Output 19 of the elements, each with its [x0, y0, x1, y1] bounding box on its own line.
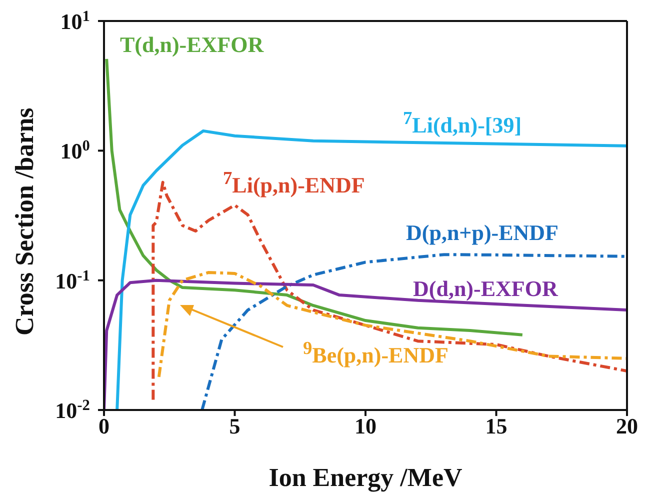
- x-tick-label: 15: [485, 414, 508, 439]
- series-label: $^{9}$Be(p,n)-ENDF: [303, 338, 448, 368]
- series-label: D(p,n+p)-ENDF: [406, 220, 558, 246]
- series-label: D(d,n)-EXFOR: [413, 276, 558, 302]
- y-tick-label: 10$^{-1}$: [55, 266, 90, 294]
- x-tick-label: 0: [98, 414, 110, 439]
- series-label: $^{7}$Li(p,n)-ENDF: [223, 168, 365, 198]
- y-axis-title: Cross Section /barns: [10, 108, 40, 336]
- y-tick-label: 10$^{1}$: [60, 8, 90, 34]
- x-tick-label: 5: [229, 414, 240, 439]
- line-series: [157, 270, 627, 378]
- y-tick-label: 10$^{-2}$: [55, 396, 90, 423]
- line-series: [200, 253, 627, 410]
- x-tick-label: 10: [354, 414, 376, 439]
- series-label: T(d,n)-EXFOR: [120, 32, 264, 58]
- x-tick-label: 20: [616, 414, 638, 439]
- x-axis-title: Ion Energy /MeV: [268, 463, 462, 492]
- y-tick-label: 10$^{0}$: [60, 137, 90, 164]
- series-label: $^{7}$Li(d,n)-[39]: [403, 108, 522, 138]
